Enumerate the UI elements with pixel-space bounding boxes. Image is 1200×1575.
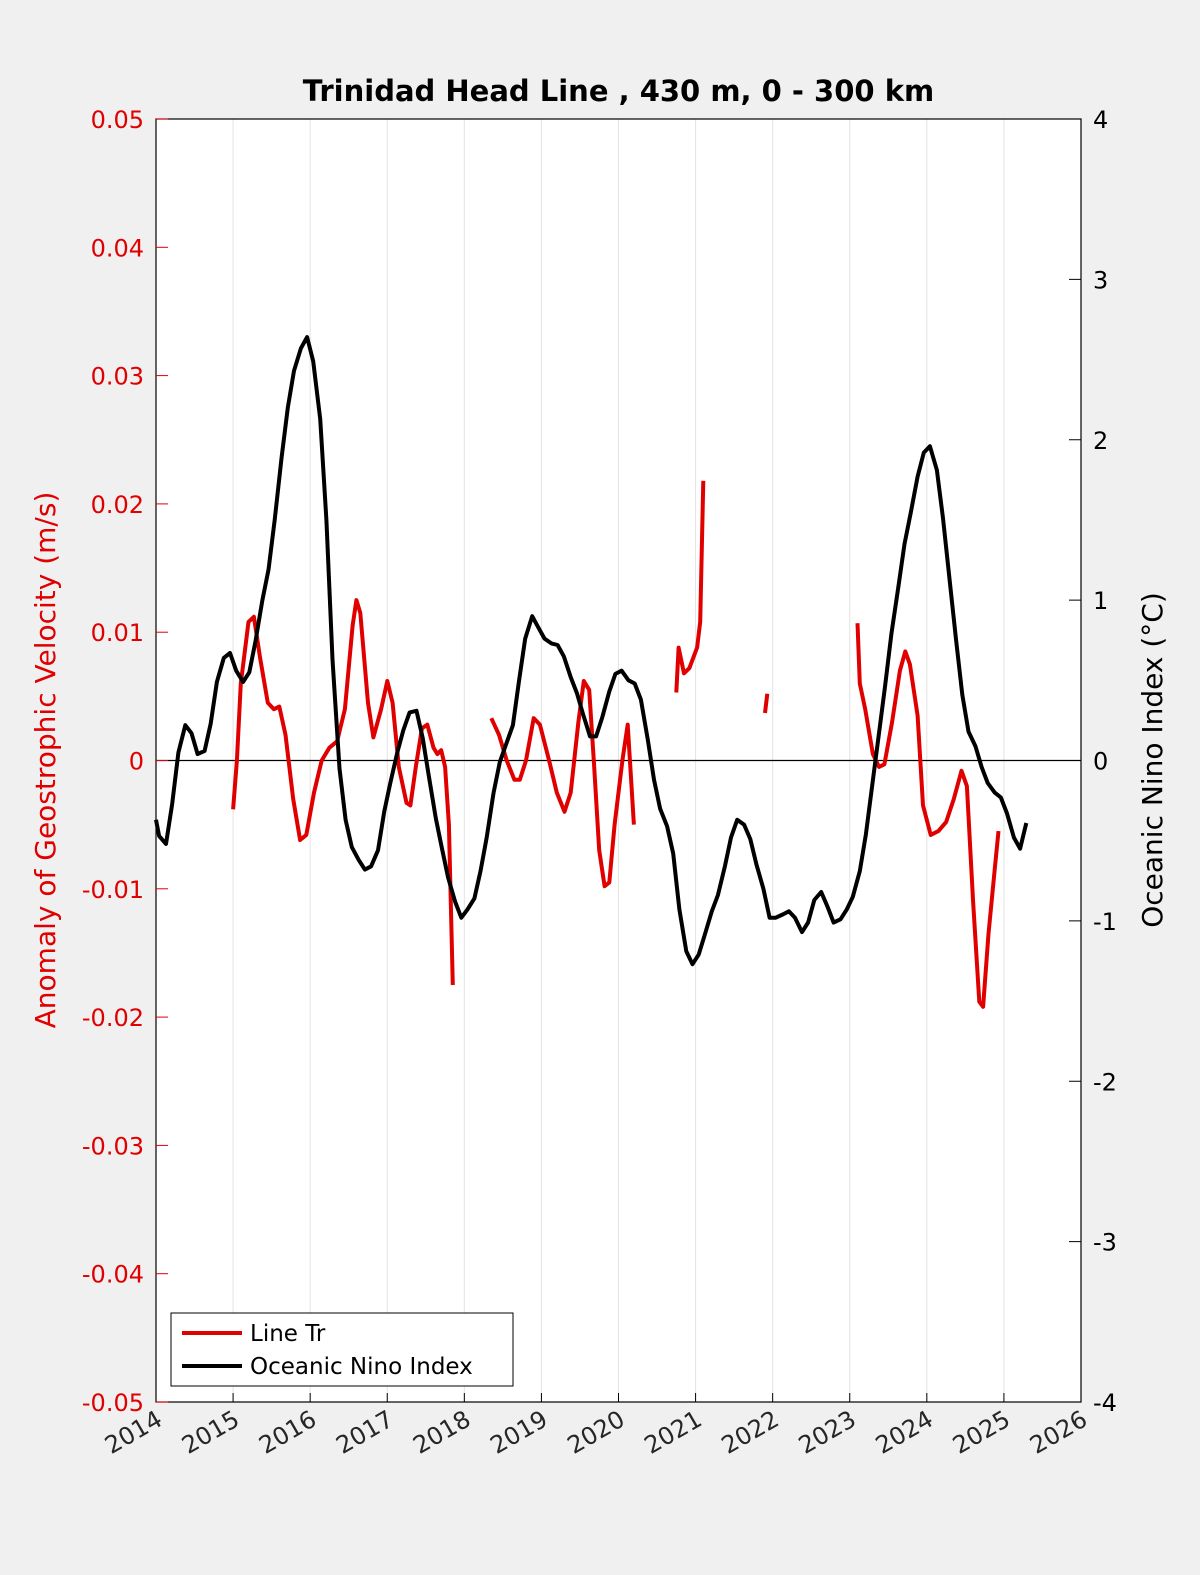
right-y-tick-label: 0 <box>1093 748 1108 776</box>
x-tick-label: 2026 <box>1025 1405 1092 1460</box>
right-y-tick-label: 4 <box>1093 106 1108 134</box>
line-tr-series <box>489 679 636 889</box>
right-axis-label: Oceanic Nino Index (°C) <box>1136 592 1169 928</box>
right-y-tick-label: 1 <box>1093 587 1108 615</box>
right-y-tick-label: -2 <box>1093 1068 1117 1096</box>
legend-label-oni: Oceanic Nino Index <box>250 1354 473 1380</box>
left-y-tick-label: -0.03 <box>82 1132 144 1160</box>
x-tick-label: 2021 <box>640 1405 707 1460</box>
left-y-tick-label: -0.01 <box>82 876 144 904</box>
right-y-tick-label: -3 <box>1093 1229 1117 1257</box>
x-tick-label: 2023 <box>794 1405 861 1460</box>
right-y-tick-label: -1 <box>1093 908 1117 936</box>
right-y-tick-label: 3 <box>1093 266 1108 294</box>
left-y-tick-label: -0.02 <box>82 1004 144 1032</box>
x-tick-label: 2015 <box>177 1405 244 1460</box>
x-tick-label: 2024 <box>871 1405 938 1460</box>
left-y-tick-label: 0.02 <box>91 491 144 519</box>
chart-title: Trinidad Head Line , 430 m, 0 - 300 km <box>303 74 934 108</box>
x-tick-label: 2022 <box>717 1405 784 1460</box>
right-y-tick-label: 2 <box>1093 427 1108 455</box>
x-tick-label: 2018 <box>408 1405 475 1460</box>
left-y-tick-label: 0.04 <box>91 234 144 262</box>
line-tr-series <box>763 693 770 714</box>
axes-layer: 2 0 1 4 2015 2016 2017 2018 2019 2020 2021 2022 2023… <box>82 106 1117 1460</box>
x-tick-label: 2019 <box>486 1405 553 1460</box>
line-tr-series <box>855 623 1001 1009</box>
series-layer <box>154 335 1029 1009</box>
left-y-tick-label: -0.04 <box>82 1261 144 1289</box>
x-tick-label: 2025 <box>948 1405 1015 1460</box>
x-tick-label: 2017 <box>331 1405 398 1460</box>
x-tick-label: 2020 <box>563 1405 630 1460</box>
right-y-tick-label: -4 <box>1093 1389 1117 1417</box>
line-tr-series <box>231 598 455 986</box>
x-tick-label: 2016 <box>254 1405 321 1460</box>
oni-series <box>154 335 1029 967</box>
left-y-tick-label: 0.03 <box>91 363 144 391</box>
left-y-tick-label: -0.05 <box>82 1389 144 1417</box>
legend: Line Tr Oceanic Nino Index <box>170 1312 514 1387</box>
left-y-tick-label: 0.05 <box>91 106 144 134</box>
line-tr-series <box>674 480 706 693</box>
left-y-tick-label: 0.01 <box>91 619 144 647</box>
legend-label-line-tr: Line Tr <box>250 1321 326 1347</box>
legend-box <box>170 1312 514 1387</box>
left-y-tick-label: 0 <box>129 748 144 776</box>
left-axis-label: Anomaly of Geostrophic Velocity (m/s) <box>29 492 62 1029</box>
